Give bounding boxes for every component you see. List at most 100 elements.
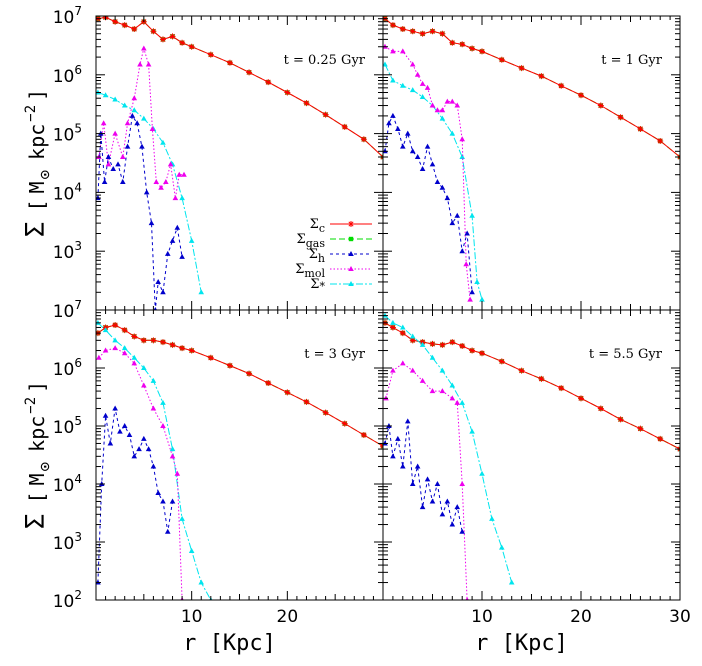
panel-3-label: t = 3 Gyr bbox=[304, 347, 366, 362]
sigma_mol-point-panel-1-4 bbox=[119, 153, 126, 159]
sigma_h-point-panel-3-2 bbox=[102, 412, 109, 418]
sigma_mol-point-panel-1-17 bbox=[181, 171, 187, 177]
sigma_star-point-panel-3-11 bbox=[198, 579, 205, 585]
sigma_star-point-panel-1-11 bbox=[198, 289, 205, 295]
sigma_c-point-panel-3-3 bbox=[121, 327, 128, 334]
sigma_mol-point-panel-4-2 bbox=[400, 360, 406, 366]
sigma_c-point-panel-2-15 bbox=[578, 92, 584, 99]
y-tick-label: 104 bbox=[53, 180, 82, 204]
sigma_c-point-panel-2-19 bbox=[657, 137, 664, 144]
legend-label-sigma_gas: Σgas bbox=[297, 232, 326, 250]
y-axis-title-2: Σ[M⊙kpc−2] bbox=[21, 381, 54, 529]
sigma_mol-point-panel-2-14 bbox=[463, 261, 469, 267]
sigma_c-point-panel-1-12 bbox=[226, 59, 233, 66]
sigma_star-point-panel-2-4 bbox=[419, 93, 426, 99]
sigma_mol-point-panel-4-3 bbox=[409, 367, 416, 373]
sigma_mol-point-panel-1-11 bbox=[153, 179, 160, 185]
sigma_star-point-panel-1-1 bbox=[102, 92, 109, 98]
sigma_h-point-panel-2-1 bbox=[386, 120, 392, 126]
sigma_c-line-panel-4 bbox=[384, 322, 680, 450]
sigma_c-point-panel-3-11 bbox=[207, 354, 214, 361]
sigma_mol-point-panel-1-15 bbox=[172, 195, 179, 201]
sigma_star-point-panel-1-2 bbox=[112, 96, 118, 102]
sigma_mol-point-panel-2-11 bbox=[449, 98, 456, 104]
sigma_h-line-panel-1 bbox=[97, 114, 183, 310]
sigma_c-point-panel-4-18 bbox=[637, 425, 644, 432]
sigma_star-point-panel-4-13 bbox=[508, 579, 515, 585]
sigma_c-point-panel-2-18 bbox=[637, 125, 644, 132]
sigma_star-point-panel-3-8 bbox=[169, 446, 176, 452]
sigma_c-point-panel-4-2 bbox=[399, 330, 406, 337]
sigma_mol-point-panel-1-1 bbox=[100, 120, 107, 126]
sigma_c-point-panel-2-9 bbox=[469, 45, 476, 52]
sigma_c-point-panel-1-7 bbox=[159, 36, 166, 43]
panel-4-plot bbox=[383, 312, 680, 600]
sigma_c-point-panel-1-9 bbox=[179, 39, 186, 46]
sigma_c-point-panel-4-10 bbox=[479, 350, 485, 357]
y-tick-label: 103 bbox=[53, 239, 82, 263]
sigma_h-point-panel-2-17 bbox=[464, 230, 470, 236]
sigma_star-point-panel-2-3 bbox=[409, 87, 416, 93]
sigma_c-point-panel-3-15 bbox=[284, 389, 291, 396]
sigma_c-point-panel-2-12 bbox=[518, 65, 525, 72]
sigma_mol-point-panel-2-12 bbox=[454, 102, 461, 108]
sigma_h-point-panel-2-9 bbox=[424, 143, 431, 149]
sigma_h-point-panel-1-3 bbox=[105, 153, 112, 159]
sigma_c-point-panel-2-17 bbox=[617, 114, 624, 121]
sigma_mol-point-panel-1-9 bbox=[145, 61, 152, 67]
sigma_mol-point-panel-1-13 bbox=[163, 179, 169, 185]
sigma_h-point-panel-4-16 bbox=[459, 528, 465, 534]
sigma_c-point-panel-3-9 bbox=[179, 345, 186, 352]
sigma_h-point-panel-2-13 bbox=[444, 195, 451, 201]
y-tick-label: 106 bbox=[53, 63, 82, 87]
sigma_c-point-panel-4-3 bbox=[409, 337, 416, 344]
sigma_star-point-panel-4-8 bbox=[459, 399, 465, 405]
sigma_c-point-panel-4-17 bbox=[617, 416, 624, 423]
sigma_h-point-panel-3-16 bbox=[169, 498, 176, 504]
sigma_star-point-panel-2-7 bbox=[449, 130, 456, 136]
sigma_c-point-panel-2-10 bbox=[479, 48, 485, 55]
sigma_star-line-panel-2 bbox=[384, 64, 483, 300]
sigma_star-point-panel-3-1 bbox=[102, 327, 109, 333]
x-tick-label: 10 bbox=[181, 607, 203, 627]
sigma_mol-line-panel-1 bbox=[98, 46, 184, 199]
sigma_c-point-panel-3-4 bbox=[131, 333, 138, 340]
sigma_mol-point-panel-2-2 bbox=[400, 48, 406, 54]
sigma_c-point-panel-4-8 bbox=[459, 342, 466, 349]
sigma_gas-line-panel-2 bbox=[384, 18, 680, 158]
legend-marker-sigma_h bbox=[348, 251, 354, 256]
sigma_mol-point-panel-1-6 bbox=[131, 95, 138, 101]
legend-label-sigma_c: Σc bbox=[310, 217, 325, 235]
sigma_mol-point-panel-2-8 bbox=[434, 107, 441, 113]
legend-marker-sigma_star bbox=[348, 281, 354, 286]
sigma_star-point-panel-4-4 bbox=[419, 341, 426, 347]
sigma_star-point-panel-3-5 bbox=[141, 365, 147, 370]
sigma_c-point-panel-1-4 bbox=[131, 26, 138, 33]
sigma_c-point-panel-4-7 bbox=[449, 339, 456, 346]
sigma_h-point-panel-4-7 bbox=[414, 463, 421, 469]
sigma_c-point-panel-2-4 bbox=[419, 30, 426, 37]
sigma_mol-point-panel-2-13 bbox=[459, 136, 465, 142]
sigma_h-point-panel-3-13 bbox=[155, 489, 161, 495]
sigma_mol-point-panel-2-6 bbox=[424, 84, 431, 90]
sigma_h-point-panel-3-5 bbox=[117, 428, 123, 434]
sigma_mol-point-panel-3-2 bbox=[112, 345, 118, 351]
sigma_h-point-panel-3-3 bbox=[107, 440, 114, 446]
legend-marker-sigma_gas bbox=[348, 236, 354, 242]
sigma_star-point-panel-3-9 bbox=[179, 515, 185, 521]
sigma_mol-line-panel-4 bbox=[385, 362, 468, 600]
sigma_c-point-panel-2-1 bbox=[389, 22, 396, 29]
sigma_gas-line-panel-3 bbox=[97, 324, 383, 447]
sigma_h-point-panel-2-2 bbox=[390, 112, 396, 118]
sigma_h-point-panel-4-5 bbox=[404, 418, 411, 424]
sigma_star-point-panel-2-1 bbox=[390, 77, 396, 83]
y-tick-label: 107 bbox=[53, 4, 82, 28]
sigma_c-point-panel-1-8 bbox=[169, 33, 176, 40]
sigma_gas-line-panel-4 bbox=[384, 322, 680, 450]
sigma_mol-point-panel-1-10 bbox=[149, 125, 156, 131]
sigma_h-point-panel-2-3 bbox=[395, 125, 401, 131]
sigma_c-point-panel-1-16 bbox=[303, 100, 310, 107]
sigma_h-point-panel-1-17 bbox=[169, 237, 176, 243]
sigma_c-point-panel-1-13 bbox=[246, 69, 253, 76]
sigma_mol-point-panel-1-7 bbox=[137, 61, 143, 67]
